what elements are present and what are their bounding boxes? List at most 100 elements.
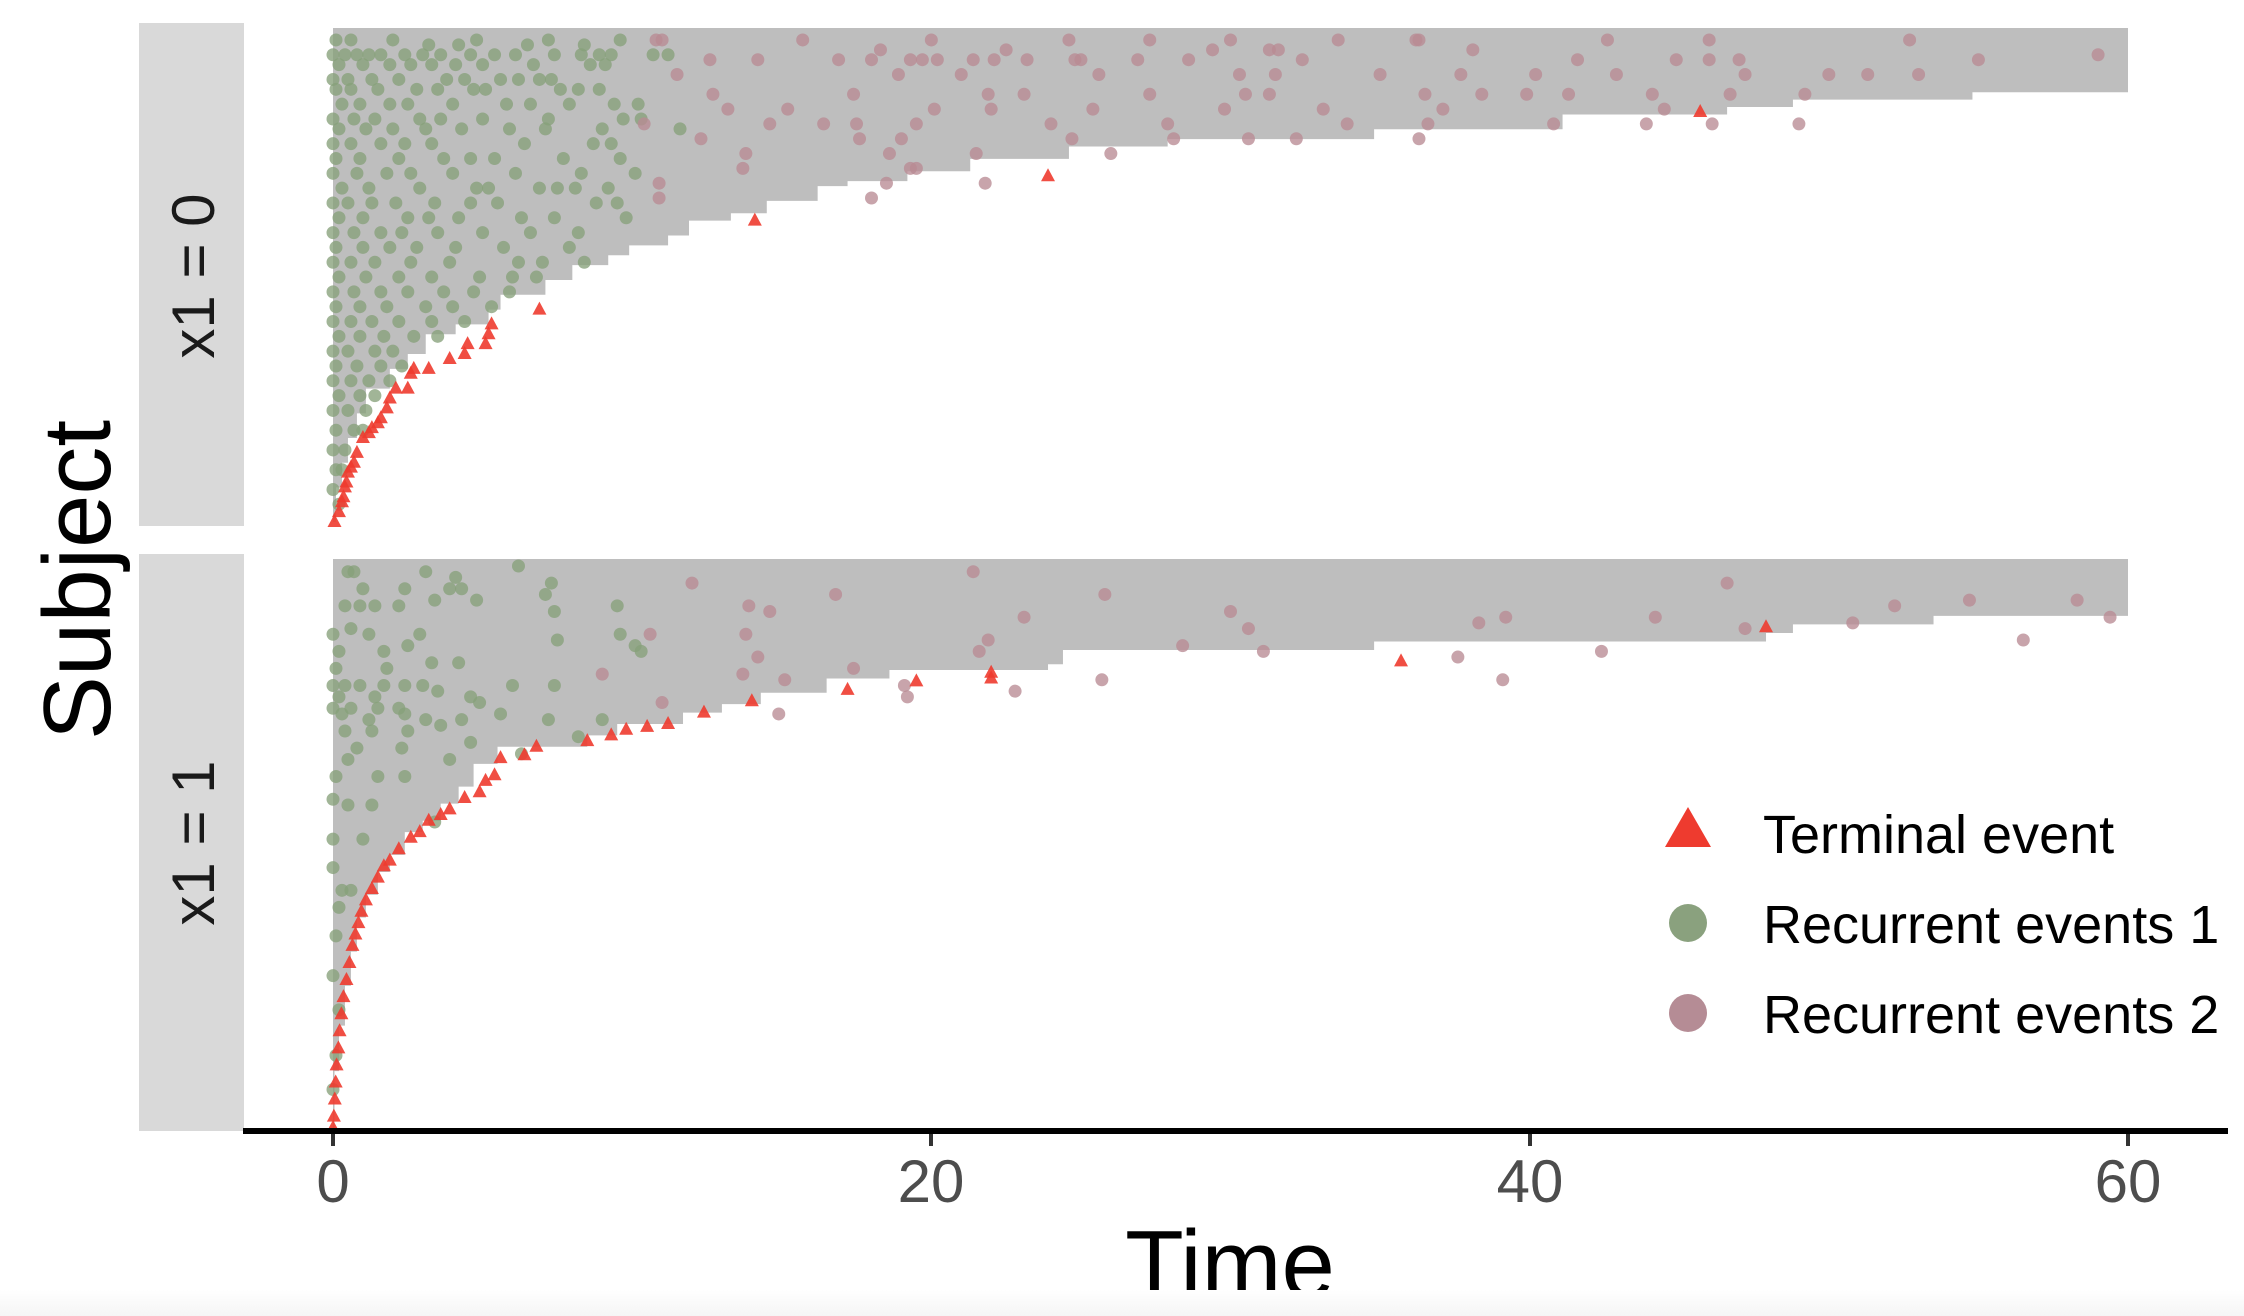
recurrent-event-1-point	[329, 33, 343, 47]
recurrent-event-1-point	[431, 329, 445, 343]
recurrent-event-1-point	[610, 196, 624, 210]
recurrent-event-2-point	[1062, 33, 1076, 47]
terminal-event-point	[376, 858, 391, 872]
recurrent-event-1-point	[329, 359, 343, 373]
recurrent-event-1-point	[422, 211, 436, 225]
recurrent-event-1-point	[541, 33, 555, 47]
terminal-event-point	[487, 767, 502, 781]
terminal-event-point	[529, 738, 544, 752]
recurrent-event-1-point	[568, 181, 582, 195]
recurrent-event-2-point	[1738, 68, 1752, 82]
recurrent-event-1-point	[341, 196, 355, 210]
recurrent-event-1-point	[392, 599, 406, 613]
recurrent-event-1-point	[326, 315, 340, 329]
recurrent-event-1-point	[425, 58, 439, 72]
recurrent-event-1-point	[476, 226, 490, 240]
recurrent-event-2-point	[1702, 53, 1716, 67]
recurrent-event-1-point	[401, 285, 415, 299]
recurrent-event-1-point	[335, 883, 349, 897]
recurrent-event-2-point	[655, 696, 669, 710]
recurrent-event-1-point	[595, 122, 609, 136]
recurrent-event-1-point	[362, 713, 376, 727]
recurrent-event-1-point	[362, 48, 376, 62]
recurrent-event-1-point	[344, 255, 358, 269]
recurrent-event-1-point	[476, 112, 490, 126]
recurrent-event-1-point	[380, 166, 394, 180]
x-tick-40	[1528, 1134, 1532, 1146]
recurrent-event-1-point	[362, 627, 376, 641]
recurrent-event-1-point	[347, 285, 361, 299]
recurrent-event-1-point	[497, 240, 511, 254]
recurrent-event-1-point	[335, 707, 349, 721]
recurrent-event-1-point	[326, 374, 340, 388]
recurrent-event-2-point	[1723, 87, 1737, 101]
x-tick-60	[2126, 1134, 2130, 1146]
recurrent-event-1-point	[326, 792, 340, 806]
recurrent-event-1-point	[332, 270, 346, 284]
recurrent-event-1-point	[335, 97, 349, 111]
recurrent-event-1-point	[341, 798, 355, 812]
recurrent-event-1-point	[425, 315, 439, 329]
x-tick-label-20: 20	[898, 1148, 965, 1215]
recurrent-event-2-point	[1262, 87, 1276, 101]
recurrent-event-1-point	[571, 82, 585, 96]
recurrent-event-1-point	[407, 329, 421, 343]
recurrent-event-1-point	[392, 270, 406, 284]
recurrent-event-2-point	[796, 33, 810, 47]
recurrent-event-1-point	[326, 678, 340, 692]
recurrent-event-2-point	[1017, 610, 1031, 624]
x-tick-20	[929, 1134, 933, 1146]
recurrent-event-2-point	[882, 147, 896, 161]
recurrent-event-1-point	[326, 285, 340, 299]
legend-label-terminal: Terminal event	[1763, 805, 2114, 865]
recurrent-event-1-point	[332, 211, 346, 225]
strip-background-x1-0	[139, 23, 244, 526]
recurrent-event-2-point	[1104, 147, 1118, 161]
recurrent-event-2-point	[736, 667, 750, 681]
recurrent-event-1-point	[368, 344, 382, 358]
recurrent-event-1-point	[464, 152, 478, 165]
recurrent-event-1-point	[335, 181, 349, 195]
recurrent-event-1-point	[452, 38, 466, 52]
recurrent-event-2-point	[894, 132, 908, 146]
recurrent-event-1-point	[541, 112, 555, 126]
recurrent-event-1-point	[511, 559, 525, 573]
recurrent-event-1-point	[553, 82, 567, 96]
recurrent-event-1-point	[332, 644, 346, 658]
recurrent-event-2-point	[1466, 43, 1480, 57]
terminal-event-point	[478, 336, 493, 350]
recurrent-event-1-point	[517, 137, 531, 151]
recurrent-event-2-point	[1167, 132, 1181, 146]
recurrent-event-1-point	[562, 97, 576, 111]
recurrent-event-1-point	[329, 300, 343, 314]
recurrent-event-2-point	[1224, 33, 1237, 47]
recurrent-event-1-point	[547, 211, 561, 225]
recurrent-event-1-point	[371, 770, 385, 784]
recurrent-event-1-point	[344, 82, 358, 96]
terminal-event-point	[339, 972, 354, 986]
recurrent-event-1-point	[395, 226, 409, 240]
recurrent-event-1-point	[592, 82, 606, 96]
panel-x1-0	[326, 28, 2128, 527]
recurrent-event-1-point	[383, 240, 397, 254]
recurrent-event-1-point	[332, 690, 346, 704]
recurrent-event-1-point	[374, 48, 388, 62]
recurrent-event-2-point	[637, 117, 651, 131]
terminal-event-point	[327, 1091, 342, 1105]
followup-area	[333, 28, 2128, 522]
recurrent-event-1-point	[341, 403, 355, 417]
recurrent-event-2-point	[1256, 644, 1270, 658]
recurrent-event-1-point	[488, 152, 502, 165]
terminal-event-point	[348, 926, 363, 940]
recurrent-event-1-point	[350, 166, 364, 180]
recurrent-event-2-point	[1044, 117, 1058, 131]
recurrent-event-1-point	[523, 226, 537, 240]
recurrent-event-2-point	[1846, 616, 1860, 630]
recurrent-event-1-point	[326, 166, 340, 180]
terminal-event-point	[358, 892, 373, 906]
terminal-event-point	[493, 750, 508, 764]
recurrent-event-1-point	[428, 593, 442, 607]
recurrent-event-2-point	[984, 102, 998, 116]
terminal-event-point	[388, 380, 403, 394]
recurrent-event-1-point	[386, 122, 400, 136]
